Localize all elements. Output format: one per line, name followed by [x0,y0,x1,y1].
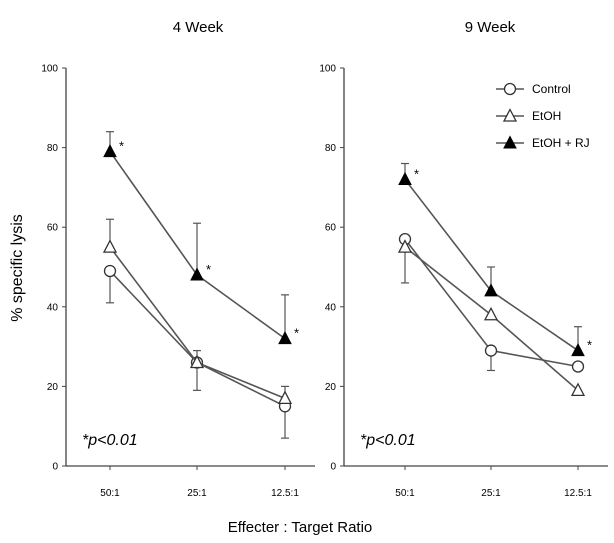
data-point [397,239,413,253]
series-etoh [397,239,586,397]
significance-star: * [587,338,592,353]
panel-4-week: 4 Week 0 20 40 60 80 100 50:1 25:1 12.5:1 * * * *p<0.… [41,19,315,499]
panel-9-week: 9 Week 0 20 40 60 80 100 50:1 25:1 12.5:1 * * *p<0.0… [319,19,608,499]
series-etoh [102,218,293,404]
data-point [570,382,586,397]
x-axis-label: Effecter : Target Ratio [228,519,373,536]
x-tick-label: 12.5:1 [564,488,592,499]
data-point [484,344,498,357]
data-point [483,306,499,321]
y-tick-label: 0 [52,462,58,473]
significance-note: *p<0.01 [360,432,416,449]
legend-marker [502,108,518,122]
legend: Control EtOH EtOH + RJ [496,82,590,150]
data-point [103,264,117,278]
y-axis-label: % specific lysis [9,214,26,322]
y-tick-label: 100 [41,64,58,75]
series-etoh-rj [398,162,585,357]
y-tick-label: 20 [47,382,59,393]
x-tick-label: 25:1 [481,488,501,499]
y-tick-label: 0 [330,462,336,473]
y-tick-label: 80 [325,143,337,154]
x-tick-label: 12.5:1 [271,488,299,499]
data-point [189,354,205,369]
data-point [278,331,292,345]
significance-star: * [294,326,299,341]
data-point [190,267,204,281]
y-tick-label: 80 [47,143,59,154]
data-point [571,342,585,357]
series-etoh-rj [103,131,292,345]
data-point [102,239,118,253]
series-line [404,178,579,352]
legend-label: EtOH + RJ [532,136,590,150]
legend-entry-etoh-rj: EtOH + RJ [496,135,590,150]
significance-star: * [414,166,419,181]
legend-marker [503,82,517,96]
y-tick-label: 20 [325,382,337,393]
data-point [398,171,412,185]
significance-star: * [206,262,211,277]
y-tick-label: 40 [47,302,59,313]
x-tick-label: 50:1 [100,488,120,499]
significance-note: *p<0.01 [82,432,138,449]
legend-entry-etoh: EtOH [496,108,561,123]
legend-entry-control: Control [496,82,571,96]
panel-title: 9 Week [465,19,516,36]
significance-star: * [119,139,124,154]
series-control [398,232,585,373]
y-tick-label: 100 [319,64,336,75]
x-tick-label: 50:1 [395,488,415,499]
y-tick-label: 40 [325,302,337,313]
y-tick-label: 60 [325,223,337,234]
data-point [103,143,117,158]
legend-label: Control [532,82,571,96]
legend-label: EtOH [532,109,561,123]
legend-marker [503,135,517,149]
x-tick-label: 25:1 [187,488,207,499]
data-point [277,390,293,404]
data-point [571,360,585,373]
panel-title: 4 Week [173,19,224,36]
data-point [484,283,498,297]
y-tick-label: 60 [47,223,59,234]
